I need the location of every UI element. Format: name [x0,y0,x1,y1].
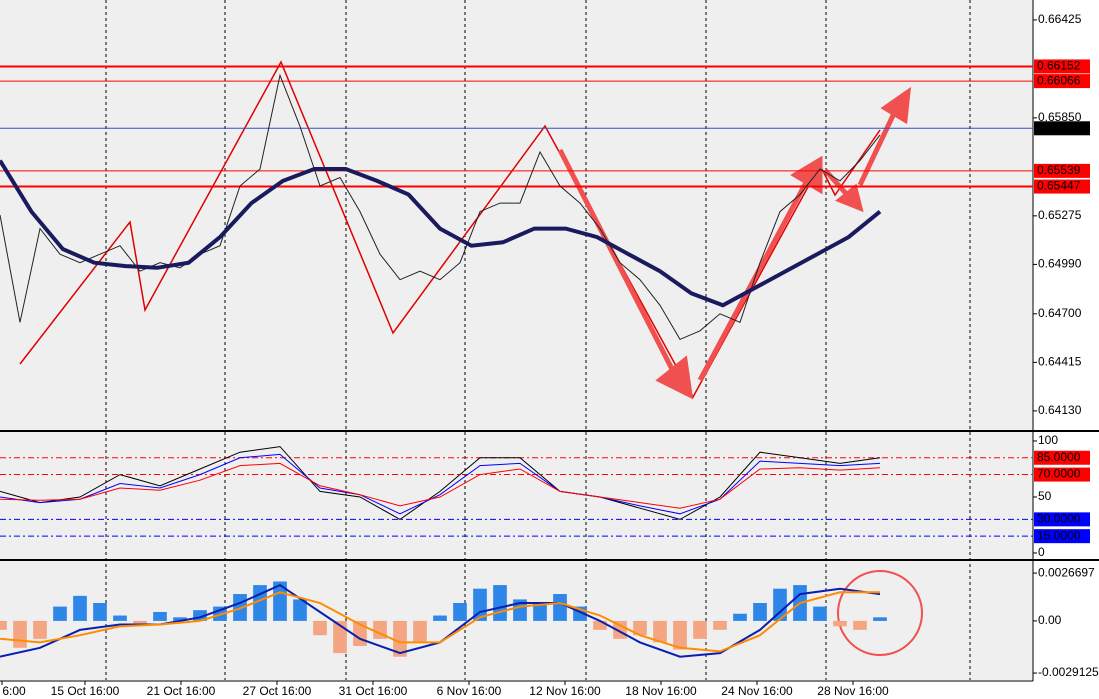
level-label: 0.65789 [1037,120,1081,134]
histogram-bar [173,617,187,621]
y-tick-label: -0.0029125 [1038,665,1099,679]
histogram-bar [713,620,727,630]
histogram-bar [73,595,87,621]
series-line [0,159,882,308]
level-label: 0.66152 [1037,59,1081,73]
histogram-bar [333,620,347,654]
y-tick-label: 0.64700 [1038,306,1082,320]
x-tick-label: 31 Oct 16:00 [339,684,408,698]
plot-background [0,0,1033,680]
y-tick-label: 0.64990 [1038,257,1082,271]
level-label: 15.0000 [1037,528,1081,542]
histogram-bar [673,620,687,650]
histogram-bar [193,610,207,621]
level-label-box [1034,74,1090,89]
level-label-box [1034,59,1090,74]
x-tick-label: 6:00 [2,684,26,698]
histogram-bar [413,620,427,643]
arrow-head [880,86,912,125]
histogram-bar [833,620,847,627]
level-label-box [1034,529,1090,544]
y-tick-label: 0.65275 [1038,208,1082,222]
histogram-bar [93,603,107,621]
level-label: 0.66066 [1037,73,1081,87]
y-tick-label: 100 [1038,433,1058,447]
histogram-bar [433,615,447,621]
level-label: 70.0000 [1037,467,1081,481]
level-label-box [1034,179,1090,194]
histogram-bar [273,581,287,621]
level-label-box [1034,121,1090,136]
x-tick-label: 28 Nov 16:00 [817,684,889,698]
histogram-bar [773,588,787,621]
histogram-bar [753,603,767,621]
x-tick-label: 12 Nov 16:00 [529,684,601,698]
series-line [0,446,881,520]
y-tick-label: 0.0026697 [1038,565,1095,579]
arrow-head [655,355,694,400]
y-tick-label: 0.65850 [1038,110,1082,124]
histogram-bar [653,620,667,643]
y-tick-label: 0.64130 [1038,403,1082,417]
y-tick-label: 0.66425 [1038,12,1082,26]
series-line [0,462,881,509]
level-label: 0.65539 [1037,163,1081,177]
histogram-bar [253,585,267,621]
arrow [857,103,901,187]
histogram-bar [693,620,707,639]
histogram-bar [13,620,27,648]
level-label-box [1034,450,1090,465]
histogram-bar [393,620,407,657]
y-tick-label: 50 [1038,489,1052,503]
histogram-bar [153,611,167,621]
level-label-box [1034,163,1090,178]
histogram-bar [633,620,647,636]
highlight-circle [837,570,923,656]
histogram-bar [313,620,327,636]
level-label: 0.65447 [1037,179,1081,193]
histogram-bar [473,588,487,621]
level-label-box [1034,512,1090,527]
x-tick-label: 6 Nov 16:00 [437,684,502,698]
arrow-head [790,155,823,195]
histogram-bar [53,606,67,621]
histogram-bar [293,599,307,621]
y-tick-label: 0 [1038,545,1045,559]
y-tick-label: 0.64415 [1038,355,1082,369]
histogram-bar [493,585,507,621]
histogram-bar [553,594,567,621]
level-label: 30.0000 [1037,512,1081,526]
histogram-bar [593,620,607,630]
series-line [0,591,880,653]
histogram-bar [813,606,827,621]
y-tick-label: 0.00 [1038,613,1062,627]
arrow-head [835,183,864,213]
x-tick-label: 24 Nov 16:00 [721,684,793,698]
level-label: 85.0000 [1037,450,1081,464]
histogram-bar [133,620,147,625]
histogram-bar [853,620,867,630]
time-grid [105,0,971,680]
x-tick-label: 15 Oct 16:00 [51,684,120,698]
histogram-bar [453,603,467,621]
histogram-bar [733,613,747,621]
x-tick-label: 18 Nov 16:00 [625,684,697,698]
histogram-bar [873,617,887,621]
histogram-bar [533,603,547,621]
histogram-bar [33,620,47,639]
series-line [0,453,881,515]
x-tick-label: 21 Oct 16:00 [147,684,216,698]
histogram-bar [0,620,7,630]
histogram-bar [113,615,127,621]
histogram-bar [513,599,527,621]
x-tick-label: 27 Oct 16:00 [243,684,312,698]
level-label-box [1034,467,1090,482]
arrows [557,86,912,400]
